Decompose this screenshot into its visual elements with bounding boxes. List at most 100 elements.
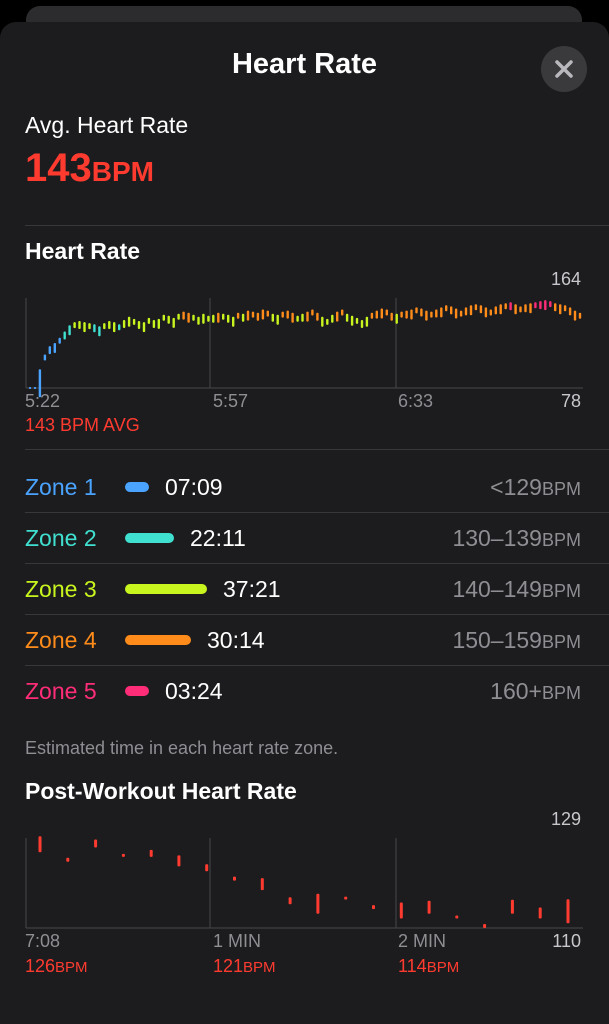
hr-bar bbox=[93, 324, 96, 333]
hr-bar bbox=[256, 312, 260, 321]
hr-bar bbox=[459, 310, 463, 317]
hr-bar bbox=[479, 305, 483, 314]
hr-bar bbox=[306, 311, 309, 322]
hr-bar bbox=[276, 314, 279, 325]
post-value: 126BPM bbox=[25, 956, 88, 976]
post-x-label: 2 MIN bbox=[398, 931, 447, 951]
post-bar bbox=[94, 839, 98, 848]
zone-time: 22:11 bbox=[190, 525, 246, 551]
hr-bar bbox=[519, 306, 522, 313]
post-bar bbox=[399, 902, 403, 919]
hr-bar bbox=[415, 307, 418, 314]
hr-bar bbox=[326, 318, 329, 325]
hr-bar bbox=[132, 318, 136, 325]
zone-bar bbox=[125, 482, 149, 492]
avg-heart-rate-number: 143 bbox=[25, 146, 92, 190]
hr-bar bbox=[563, 305, 567, 312]
hr-bar bbox=[162, 314, 165, 321]
hr-bar bbox=[316, 312, 319, 321]
post-bar bbox=[538, 907, 542, 919]
hr-bar bbox=[271, 313, 274, 322]
zone-bar bbox=[125, 533, 174, 543]
hr-bar bbox=[494, 306, 497, 315]
hr-bar bbox=[207, 315, 210, 322]
zone-row: Zone 4 30:14 150–159BPM bbox=[25, 615, 581, 665]
hr-bar bbox=[400, 311, 403, 318]
hr-bar bbox=[341, 309, 344, 316]
zone-time: 30:14 bbox=[207, 627, 265, 653]
hr-bar bbox=[232, 316, 235, 327]
post-bar bbox=[483, 924, 487, 928]
divider bbox=[25, 614, 609, 615]
hr-bar bbox=[63, 331, 66, 340]
zone-range: <129BPM bbox=[490, 474, 581, 500]
zone-name: Zone 3 bbox=[25, 576, 97, 602]
zone-row: Zone 5 03:24 160+BPM bbox=[25, 666, 581, 716]
zone-bar bbox=[125, 686, 149, 696]
hr-bar bbox=[261, 309, 265, 320]
hr-bar bbox=[534, 302, 537, 309]
hr-bar bbox=[331, 314, 334, 323]
hr-bar bbox=[251, 311, 255, 318]
zones-note: Estimated time in each heart rate zone. bbox=[25, 738, 339, 758]
hr-bar bbox=[192, 314, 195, 321]
hr-bar bbox=[355, 317, 359, 324]
hr-bar bbox=[504, 303, 507, 310]
post-workout-chart bbox=[25, 836, 583, 929]
hr-bar bbox=[142, 322, 146, 333]
hr-bar bbox=[241, 313, 245, 322]
hr-bar bbox=[311, 309, 314, 316]
hr-bar bbox=[78, 321, 81, 329]
hr-bar bbox=[113, 322, 116, 333]
hr-avg-text: 143 BPM AVG bbox=[25, 415, 140, 435]
post-y-max-label: 129 bbox=[550, 809, 581, 829]
hr-bar bbox=[152, 320, 156, 328]
hr-bar bbox=[454, 308, 458, 319]
hr-bar bbox=[385, 309, 388, 316]
post-bar bbox=[38, 836, 42, 853]
hr-bar bbox=[554, 303, 557, 312]
hr-bar bbox=[266, 310, 269, 317]
hr-bar bbox=[137, 321, 141, 329]
hr-bar bbox=[474, 304, 478, 311]
hr-bar bbox=[88, 323, 91, 330]
post-y-min-label: 110 bbox=[552, 931, 581, 951]
hr-bar bbox=[68, 325, 71, 336]
hr-bar bbox=[568, 307, 572, 316]
post-bar bbox=[66, 857, 70, 862]
avg-heart-rate-label: Avg. Heart Rate bbox=[25, 112, 189, 138]
post-x-label: 1 MIN bbox=[213, 931, 262, 951]
hr-x-label: 5:57 bbox=[213, 391, 249, 411]
heart-rate-sheet: Heart Rate Avg. Heart Rate 143BPM Heart … bbox=[0, 22, 609, 1024]
hr-bar bbox=[464, 307, 468, 316]
hr-bar bbox=[430, 311, 433, 318]
hr-bar bbox=[440, 307, 443, 318]
hr-bar bbox=[435, 309, 438, 318]
hr-bar bbox=[33, 387, 37, 389]
hr-bar bbox=[38, 369, 42, 398]
zone-name: Zone 5 bbox=[25, 678, 97, 704]
zone-name: Zone 4 bbox=[25, 627, 97, 653]
post-bar bbox=[233, 876, 236, 881]
hr-bar bbox=[539, 301, 542, 310]
divider bbox=[25, 563, 609, 564]
zone-range: 150–159BPM bbox=[452, 627, 581, 653]
hr-bar bbox=[43, 354, 47, 361]
hr-bar bbox=[202, 313, 205, 324]
hr-bar bbox=[509, 302, 512, 311]
hr-bar bbox=[236, 312, 240, 319]
post-bar bbox=[177, 855, 181, 867]
hr-x-label: 6:33 bbox=[398, 391, 434, 411]
post-bar bbox=[455, 915, 459, 919]
hr-bar bbox=[336, 311, 339, 322]
heart-rate-chart bbox=[25, 298, 583, 398]
hr-bar bbox=[350, 315, 354, 326]
post-bar bbox=[510, 899, 514, 914]
hr-bar bbox=[182, 311, 185, 320]
hr-bar bbox=[360, 320, 364, 328]
divider bbox=[25, 449, 609, 450]
hr-bar bbox=[559, 304, 562, 315]
close-button[interactable] bbox=[541, 46, 587, 92]
avg-heart-rate-unit: BPM bbox=[91, 156, 154, 187]
post-bar bbox=[260, 878, 264, 891]
